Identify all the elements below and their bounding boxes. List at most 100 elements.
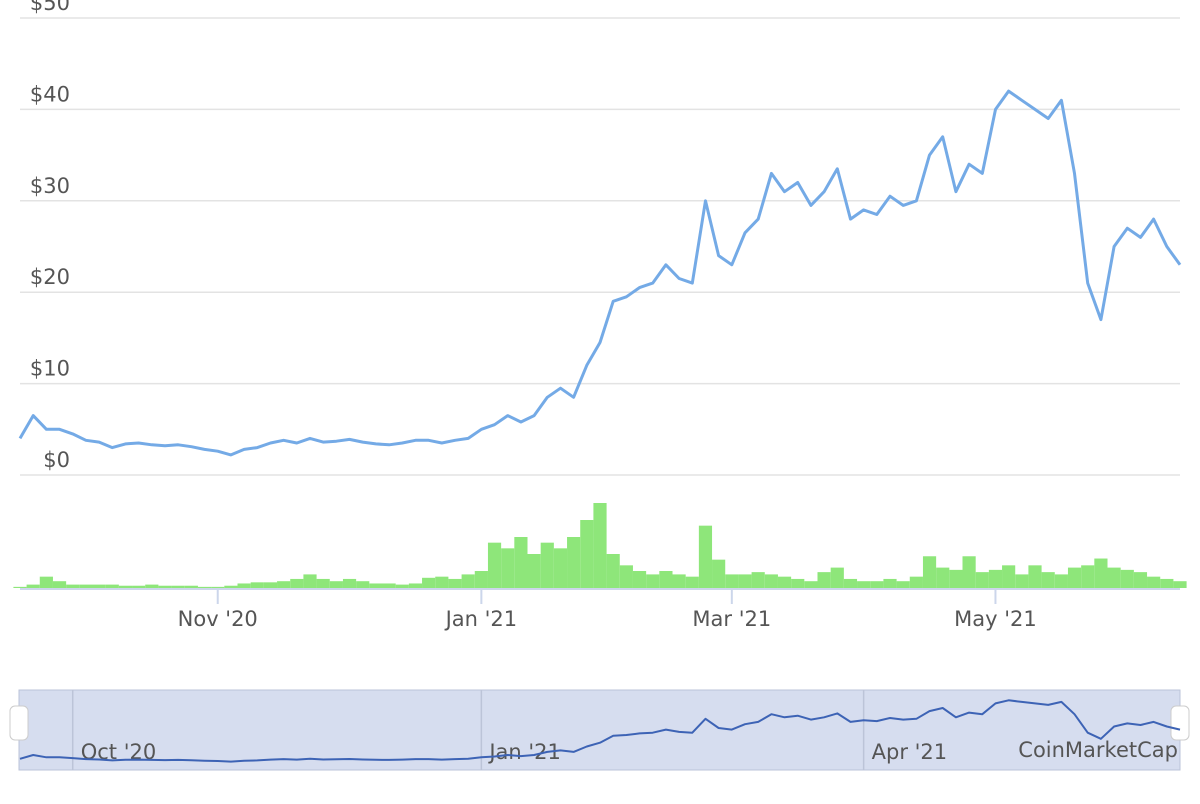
volume-bar <box>448 578 462 588</box>
volume-bar <box>171 585 185 588</box>
volume-bar <box>263 582 278 588</box>
volume-bar <box>936 567 950 588</box>
volume-bar <box>250 582 264 588</box>
volume-bar <box>830 567 844 588</box>
volume-bar <box>369 583 383 588</box>
volume-bar <box>356 581 370 588</box>
navigator-label: Apr '21 <box>872 740 948 764</box>
volume-bar <box>857 581 871 588</box>
x-tick-label: Mar '21 <box>692 607 771 631</box>
volume-bar <box>922 556 937 588</box>
volume-bar <box>659 571 673 588</box>
volume-bar <box>1041 572 1055 588</box>
x-tick-label: Jan '21 <box>444 607 518 631</box>
price-line <box>18 89 1182 457</box>
volume-bar <box>316 578 330 588</box>
volume-bar <box>395 584 409 588</box>
volume-bar <box>382 583 396 588</box>
volume-bar <box>1002 565 1016 588</box>
volume-bar <box>725 574 739 588</box>
volume-bar <box>158 585 172 588</box>
volume-bar <box>66 584 80 588</box>
volume-bar <box>1107 567 1121 588</box>
volume-bar <box>474 571 488 588</box>
navigator-handle-left[interactable] <box>9 705 29 741</box>
volume-bar <box>527 554 541 588</box>
volume-bar <box>698 525 713 588</box>
volume-bar <box>685 576 699 588</box>
volume-bar <box>197 586 212 588</box>
y-tick-label: $40 <box>30 82 70 106</box>
volume-bar <box>408 583 423 588</box>
volume-bar <box>435 576 449 588</box>
navigator-box <box>18 689 1181 771</box>
volume-bar <box>277 581 291 588</box>
y-tick-label: $0 <box>43 448 70 472</box>
volume-bar <box>1160 578 1174 588</box>
volume-bar <box>580 520 594 588</box>
x-tick-label: Nov '20 <box>178 607 258 631</box>
volume-bar <box>593 503 607 588</box>
volume-bar <box>870 581 884 588</box>
volume-bar <box>105 584 119 588</box>
volume-bar <box>1054 574 1068 588</box>
volume-bar <box>738 574 752 588</box>
volume-bar <box>712 559 726 588</box>
volume-bar <box>422 577 436 588</box>
volume-bar <box>13 586 27 588</box>
volume-bar <box>843 578 858 588</box>
volume-bar <box>461 574 475 588</box>
volume-bar <box>777 576 792 588</box>
volume-bar <box>487 542 502 588</box>
volume-bar <box>764 574 778 588</box>
volume-bar <box>1147 576 1161 588</box>
volume-bar <box>632 571 647 588</box>
volume-bar <box>1067 567 1082 588</box>
navigator-line <box>19 699 1181 763</box>
volume-bar <box>52 581 67 588</box>
y-tick-label: $10 <box>30 357 70 381</box>
volume-bar <box>342 578 357 588</box>
y-tick-label: $30 <box>30 174 70 198</box>
volume-bar <box>553 548 568 588</box>
volume-bar <box>79 584 93 588</box>
volume-bar <box>949 569 963 588</box>
volume-bar <box>672 574 686 588</box>
volume-bar <box>39 576 53 588</box>
volume-bar <box>791 578 805 588</box>
volume-bar <box>817 572 831 588</box>
volume-bar <box>92 584 106 588</box>
volume-bar <box>184 585 198 588</box>
volume-bar <box>540 542 554 588</box>
volume-bar <box>909 576 923 588</box>
volume-bar <box>329 581 343 588</box>
volume-bar <box>514 537 528 588</box>
volume-bar <box>1094 558 1108 588</box>
volume-bar <box>1173 581 1187 588</box>
volume-bar <box>118 585 133 588</box>
volume-bar <box>224 585 238 588</box>
navigator-handle-right[interactable] <box>1170 705 1190 741</box>
watermark: CoinMarketCap <box>1018 738 1178 762</box>
volume-bar <box>962 556 976 588</box>
volume-bar <box>988 569 1003 588</box>
y-tick-label: $20 <box>30 265 70 289</box>
volume-bar <box>26 584 40 588</box>
x-tick-label: May '21 <box>954 607 1037 631</box>
volume-bar <box>145 584 159 588</box>
volume-bar <box>501 548 515 588</box>
volume-bar <box>1133 572 1148 588</box>
volume-bar <box>211 586 225 588</box>
volume-bar <box>1015 574 1029 588</box>
volume-bar <box>646 574 660 588</box>
volume-bar <box>606 554 620 588</box>
volume-bar <box>290 578 304 588</box>
volume-bar <box>804 581 818 588</box>
volume-bar <box>1081 565 1095 588</box>
volume-bar <box>1120 569 1134 588</box>
volume-bar <box>619 565 633 588</box>
y-tick-label: $50 <box>30 0 70 15</box>
volume-bar <box>896 581 910 588</box>
